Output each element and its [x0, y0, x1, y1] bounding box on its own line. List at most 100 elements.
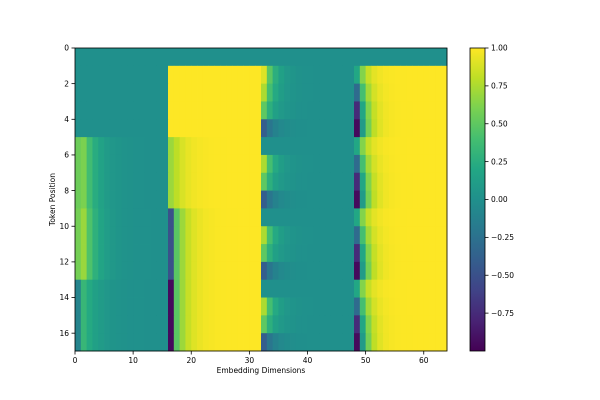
heatmap-cell [162, 190, 169, 209]
heatmap-cell [98, 333, 105, 352]
heatmap-cell [313, 226, 320, 245]
heatmap-cell [313, 65, 320, 85]
heatmap-cell [75, 154, 82, 174]
heatmap-cell [80, 244, 88, 263]
heatmap-cell [295, 261, 303, 281]
heatmap-cell [243, 48, 250, 67]
heatmap-cell [284, 261, 291, 281]
heatmap-cell [388, 190, 396, 209]
heatmap-cell [243, 333, 250, 352]
heatmap-cell [406, 244, 413, 263]
heatmap-cell [121, 101, 128, 120]
heatmap-cell [168, 297, 175, 316]
heatmap-cell [330, 65, 337, 85]
heatmap-cell [150, 226, 157, 245]
heatmap-cell [185, 172, 192, 191]
heatmap-cell [127, 119, 134, 138]
heatmap-cell [400, 154, 407, 174]
heatmap-cell [150, 244, 157, 263]
heatmap-cell [354, 333, 361, 352]
heatmap-cell [127, 137, 134, 156]
heatmap-cell [272, 154, 279, 174]
heatmap-cell [429, 333, 436, 352]
heatmap-cell [406, 190, 413, 209]
heatmap-cell [394, 315, 401, 334]
heatmap-cell [359, 315, 367, 334]
heatmap-cell [249, 279, 256, 298]
heatmap-cell [80, 119, 88, 138]
heatmap-cell [319, 226, 326, 245]
heatmap-cell [156, 297, 163, 316]
heatmap-cell [197, 101, 204, 120]
heatmap-cell [226, 315, 233, 334]
heatmap-cell [295, 101, 303, 120]
heatmap-cell [179, 261, 186, 281]
heatmap-cell [127, 279, 134, 298]
heatmap-cell [400, 83, 407, 102]
heatmap-cell [150, 172, 157, 191]
heatmap-cell [377, 279, 384, 298]
heatmap-cell [319, 65, 326, 85]
heatmap-cell [441, 101, 448, 120]
heatmap-cell [388, 83, 396, 102]
heatmap-cell [324, 333, 332, 352]
heatmap-cell [226, 48, 233, 67]
heatmap-cell [115, 119, 122, 138]
heatmap-cell [272, 297, 279, 316]
heatmap-cell [214, 190, 221, 209]
heatmap-cell [185, 226, 192, 245]
colorbar-tick-label: 0.50 [491, 119, 508, 128]
x-tick-label: 40 [303, 356, 313, 365]
heatmap-cell [150, 48, 157, 67]
heatmap-cell [278, 65, 285, 85]
heatmap-cell [80, 83, 88, 102]
heatmap-cell [423, 48, 430, 67]
heatmap-cell [429, 154, 436, 174]
heatmap-cell [150, 101, 157, 120]
heatmap-cell [109, 333, 117, 352]
heatmap-cell [237, 333, 244, 352]
heatmap-cell [243, 101, 250, 120]
heatmap-cell [371, 119, 378, 138]
heatmap-cell [121, 137, 128, 156]
heatmap-cell [272, 315, 279, 334]
heatmap-cell [98, 208, 105, 227]
heatmap-cell [237, 172, 244, 191]
heatmap-cell [406, 172, 413, 191]
heatmap-cell [168, 65, 175, 85]
heatmap-cell [144, 172, 151, 191]
heatmap-cell [191, 119, 198, 138]
heatmap-cell [441, 297, 448, 316]
heatmap-cell [185, 297, 192, 316]
heatmap-cell [324, 244, 332, 263]
heatmap-cell [295, 83, 303, 102]
heatmap-cell [109, 261, 117, 281]
heatmap-cell [75, 226, 82, 245]
heatmap-cell [307, 137, 314, 156]
heatmap-cell [307, 208, 314, 227]
heatmap-cell [208, 279, 215, 298]
heatmap-cell [243, 190, 250, 209]
heatmap-cell [138, 261, 146, 281]
x-tick-label: 50 [361, 356, 371, 365]
heatmap-cell [435, 261, 442, 281]
heatmap-cell [261, 333, 268, 352]
heatmap-cell [348, 190, 355, 209]
heatmap-cell [220, 48, 227, 67]
heatmap-cell [109, 48, 117, 67]
heatmap-cell [173, 279, 181, 298]
heatmap-cell [231, 244, 239, 263]
heatmap-cell [109, 65, 117, 85]
heatmap-cell [284, 226, 291, 245]
heatmap-cell [86, 172, 93, 191]
heatmap-cell [231, 261, 239, 281]
heatmap-cell [354, 261, 361, 281]
heatmap-cell [417, 48, 425, 67]
y-tick-label: 0 [64, 44, 69, 53]
heatmap-cell [191, 261, 198, 281]
heatmap-cell [75, 137, 82, 156]
heatmap-cell [185, 137, 192, 156]
heatmap-cell [98, 261, 105, 281]
heatmap-cell [272, 190, 279, 209]
heatmap-cell [86, 190, 93, 209]
